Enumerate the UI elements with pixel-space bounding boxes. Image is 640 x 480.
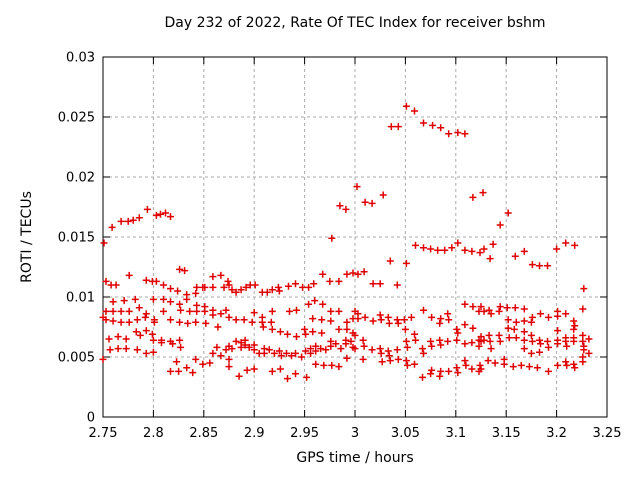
chart-title: Day 232 of 2022, Rate Of TEC Index for r… bbox=[164, 15, 546, 31]
x-axis-label: GPS time / hours bbox=[296, 450, 414, 466]
x-tick-label: 3 bbox=[351, 426, 359, 441]
grid-lines bbox=[103, 57, 607, 417]
y-tick-label: 0.01 bbox=[66, 291, 95, 306]
y-tick-label: 0.02 bbox=[66, 171, 95, 186]
x-tick-label: 3.15 bbox=[492, 426, 521, 441]
y-tick-labels: 0 0.005 0.01 0.015 0.02 0.025 0.03 bbox=[58, 51, 95, 426]
y-tick-label: 0.005 bbox=[58, 351, 95, 366]
x-tick-label: 2.9 bbox=[244, 426, 265, 441]
x-tick-label: 2.8 bbox=[143, 426, 164, 441]
y-tick-label: 0.015 bbox=[58, 231, 95, 246]
y-axis-label: ROTI / TECUs bbox=[19, 191, 35, 283]
plot-border bbox=[102, 56, 608, 418]
x-tick-label: 3.25 bbox=[593, 426, 622, 441]
x-tick-label: 2.95 bbox=[290, 426, 319, 441]
y-tick-label: 0 bbox=[87, 411, 95, 426]
y-tick-label: 0.03 bbox=[66, 51, 95, 66]
x-tick-label: 3.05 bbox=[391, 426, 420, 441]
x-tick-label: 3.1 bbox=[445, 426, 466, 441]
scatter-points bbox=[99, 102, 593, 383]
y-tick-label: 0.025 bbox=[58, 111, 95, 126]
x-tick-label: 2.85 bbox=[189, 426, 218, 441]
x-tick-label: 2.75 bbox=[89, 426, 118, 441]
x-tick-labels: 2.75 2.8 2.85 2.9 2.95 3 3.05 3.1 3.15 3.2 3.25 bbox=[89, 426, 622, 441]
x-tick-label: 3.2 bbox=[546, 426, 567, 441]
